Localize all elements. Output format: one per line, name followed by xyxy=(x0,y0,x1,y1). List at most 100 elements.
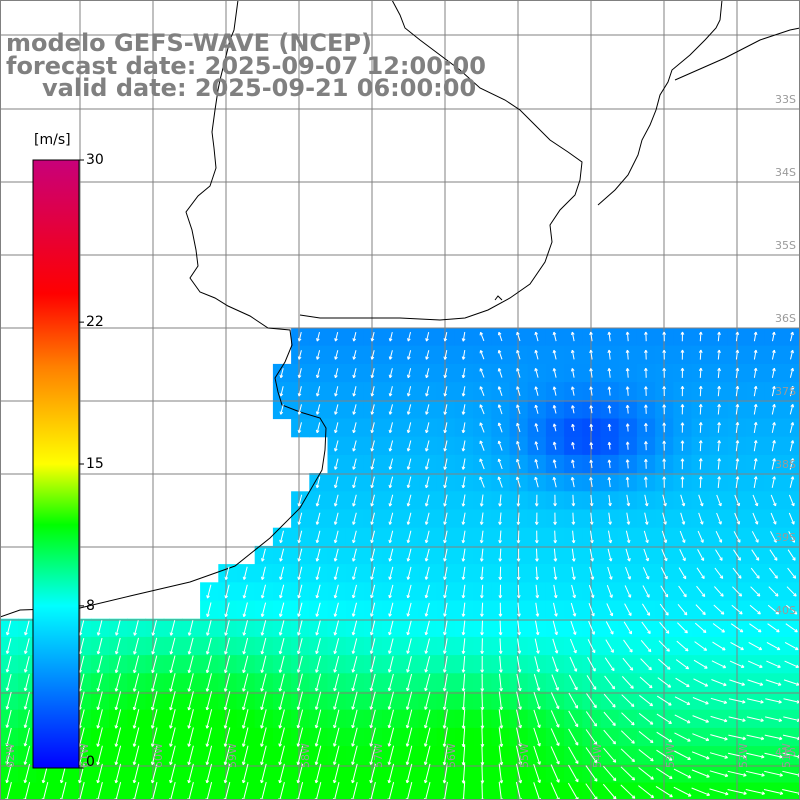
wind-arrow xyxy=(603,747,617,763)
wind-arrow xyxy=(534,476,539,488)
wind-arrow xyxy=(571,584,576,599)
wind-arrow xyxy=(677,603,688,616)
wind-arrow xyxy=(698,404,703,415)
wind-arrow xyxy=(406,494,412,507)
wind-arrow xyxy=(480,656,485,673)
wind-arrow xyxy=(423,763,431,784)
wind-arrow xyxy=(624,603,632,617)
wind-arrow xyxy=(498,691,504,710)
wind-arrow xyxy=(242,655,249,674)
wind-arrow xyxy=(551,656,559,673)
wind-arrow xyxy=(730,623,744,633)
wind-arrow xyxy=(370,386,375,397)
wind-arrow xyxy=(588,603,595,617)
wind-arrow xyxy=(662,422,667,433)
wind-arrow xyxy=(498,584,503,599)
wind-arrow xyxy=(790,349,794,360)
wind-arrow xyxy=(789,476,795,488)
wind-arrow xyxy=(497,331,503,342)
wind-arrow xyxy=(315,386,321,397)
wind-arrow xyxy=(590,530,594,544)
wind-arrow xyxy=(351,727,358,747)
wind-arrow xyxy=(351,691,358,710)
wind-arrow xyxy=(425,404,430,415)
wind-arrow xyxy=(424,656,431,673)
wind-arrow xyxy=(352,368,357,379)
wind-arrow xyxy=(735,385,740,397)
wind-arrow xyxy=(729,660,745,668)
wind-arrow xyxy=(717,458,721,470)
wind-arrow xyxy=(769,549,778,561)
wind-arrow xyxy=(351,584,357,599)
wind-arrow xyxy=(570,368,575,378)
wind-arrow xyxy=(333,566,339,580)
wind-arrow xyxy=(424,494,430,507)
wind-arrow xyxy=(23,691,30,710)
wind-arrow xyxy=(662,494,667,507)
wind-arrow xyxy=(461,620,466,636)
wind-arrow xyxy=(370,512,375,525)
wind-arrow xyxy=(78,763,85,784)
wind-arrow xyxy=(553,584,558,599)
wind-arrow xyxy=(443,494,448,507)
wind-arrow xyxy=(151,673,158,692)
wind-arrow xyxy=(625,349,630,360)
wind-arrow xyxy=(5,763,12,784)
wind-arrow xyxy=(23,727,30,747)
wind-arrow xyxy=(352,331,357,342)
wind-arrow xyxy=(424,584,430,599)
wind-arrow xyxy=(424,530,430,544)
wind-arrow xyxy=(443,440,448,452)
wind-arrow xyxy=(717,385,721,397)
wind-arrow xyxy=(388,422,393,434)
wind-arrow xyxy=(620,784,636,799)
wind-arrow xyxy=(771,349,776,360)
wind-arrow xyxy=(603,729,616,745)
wind-arrow xyxy=(570,349,575,360)
wind-arrow xyxy=(770,494,777,507)
wind-arrow xyxy=(370,530,375,544)
wind-arrow xyxy=(96,637,103,655)
wind-arrow xyxy=(479,458,485,470)
wind-arrow xyxy=(223,709,231,729)
wind-arrow xyxy=(662,386,667,397)
wind-arrow xyxy=(442,709,448,729)
wind-arrow xyxy=(23,656,30,673)
wind-arrow xyxy=(316,350,321,360)
wind-arrow xyxy=(260,566,266,580)
wind-arrow xyxy=(589,494,594,507)
wind-arrow xyxy=(516,440,521,451)
wind-arrow xyxy=(552,349,557,360)
wind-arrow xyxy=(169,727,176,747)
wind-arrow xyxy=(692,733,710,742)
wind-arrow xyxy=(691,769,710,778)
wind-arrow xyxy=(770,531,777,543)
wind-arrow xyxy=(571,423,575,432)
wind-arrow xyxy=(315,548,321,562)
wind-arrow xyxy=(623,639,633,653)
wind-arrow xyxy=(764,734,783,741)
wind-arrow xyxy=(205,727,213,747)
wind-arrow xyxy=(406,458,412,470)
wind-arrow xyxy=(461,494,466,507)
wind-arrow xyxy=(717,404,721,415)
wind-arrow xyxy=(297,350,302,360)
wind-arrow xyxy=(753,476,758,488)
wind-arrow xyxy=(279,368,284,379)
wind-arrow xyxy=(639,676,653,689)
wind-arrow xyxy=(533,763,541,784)
wind-arrow xyxy=(132,727,140,747)
wind-arrow xyxy=(589,512,594,525)
wind-arrow xyxy=(461,673,466,692)
wind-arrow xyxy=(388,566,394,580)
wind-arrow xyxy=(224,584,230,599)
wind-arrow xyxy=(787,549,796,561)
wind-arrow xyxy=(388,638,394,654)
wind-arrow xyxy=(679,530,686,543)
wind-arrow xyxy=(753,458,758,470)
wind-arrow xyxy=(766,641,781,651)
wind-arrow xyxy=(424,602,430,617)
wind-arrow xyxy=(698,349,703,360)
wind-arrow xyxy=(96,745,103,766)
wind-arrow xyxy=(388,404,393,415)
